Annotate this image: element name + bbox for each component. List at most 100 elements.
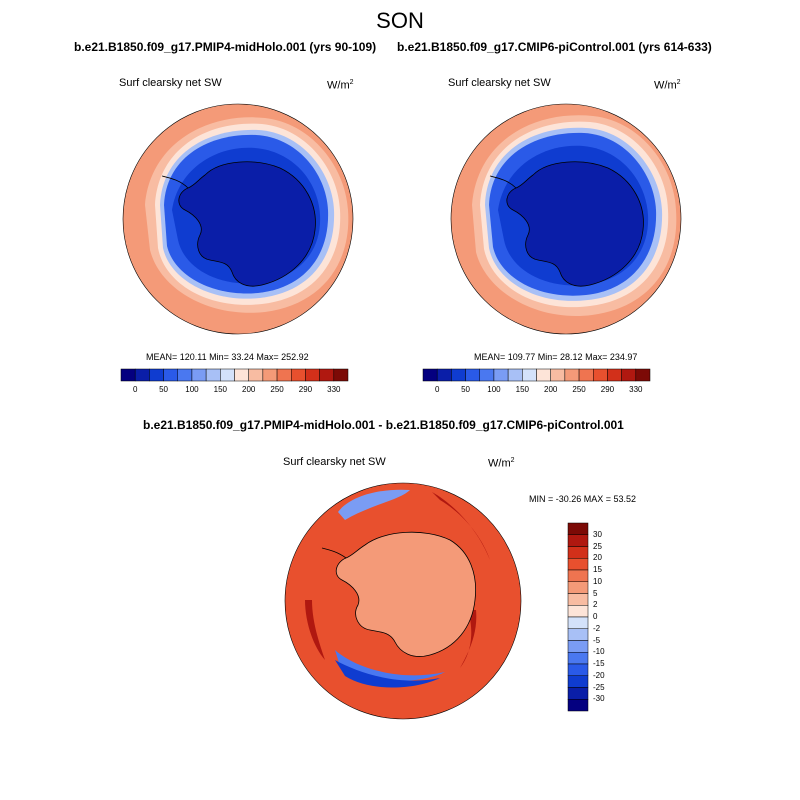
- diff-negative-north: [338, 489, 410, 520]
- diff-colorbar-swatch: [567, 581, 589, 594]
- panel-1-colorbar-tick-label: 290: [298, 385, 313, 394]
- diff-colorbar-tick-label: 25: [593, 541, 602, 551]
- diff-colorbar: [567, 522, 589, 712]
- panel-2-colorbar-tick-label: 200: [544, 385, 558, 394]
- panel-2-colorbar-swatch: [635, 368, 651, 382]
- season-title: SON: [376, 8, 424, 33]
- diff-colorbar-tick-label: -2: [593, 623, 601, 633]
- diff-variable-label: Surf clearsky net SW: [283, 456, 386, 468]
- panel-2-colorbar-swatch: [493, 368, 509, 382]
- panel-1-colorbar-swatch: [276, 368, 292, 382]
- diff-colorbar-swatch: [567, 687, 589, 700]
- panel-1-colorbar-swatch: [191, 368, 207, 382]
- panel-2-colorbar-swatch: [451, 368, 466, 382]
- panel-1-stats: MEAN= 120.11 Min= 33.24 Max= 252.92: [146, 352, 309, 362]
- panel-2-units: W/m2: [654, 79, 681, 92]
- panel-1-colorbar-tick-label: 0: [132, 385, 138, 394]
- panel-2-colorbar-swatch: [621, 368, 637, 382]
- panel-1-colorbar: [120, 368, 349, 382]
- diff-colorbar-tick-label: 30: [593, 529, 602, 539]
- panel-1-colorbar-tick-label: 50: [159, 385, 169, 394]
- peninsula-coast: [161, 175, 189, 189]
- diff-colorbar-swatch: [567, 569, 589, 582]
- panel-2-colorbar-swatch: [607, 368, 622, 382]
- diff-title: b.e21.B1850.f09_g17.PMIP4-midHolo.001 - …: [143, 418, 624, 432]
- diff-colorbar-swatch: [567, 534, 589, 547]
- diff-colorbar-tick-label: -5: [593, 635, 601, 645]
- diff-colorbar-swatch: [567, 558, 589, 571]
- panel-1-colorbar-swatch: [262, 368, 278, 382]
- diff-colorbar-swatch: [567, 605, 589, 618]
- panel-2-variable-label: Surf clearsky net SW: [448, 77, 551, 89]
- panel-1-colorbar-swatch: [177, 368, 193, 382]
- diff-positive-west: [305, 600, 325, 660]
- diff-negative-south-core: [335, 660, 440, 688]
- panel-2-colorbar-tick-label: 330: [629, 385, 643, 394]
- panel-2-run-title: b.e21.B1850.f09_g17.CMIP6-piControl.001 …: [397, 40, 712, 54]
- diff-peninsula-coast: [321, 547, 347, 559]
- panel-2-colorbar-swatch: [465, 368, 480, 382]
- diff-units: W/m2: [488, 457, 515, 470]
- panel-1-colorbar-swatch: [234, 368, 249, 382]
- panel-1-map: [123, 104, 353, 334]
- diff-colorbar-swatch: [567, 699, 589, 712]
- panel-2-colorbar-tick-label: 100: [487, 385, 501, 394]
- diff-colorbar-tick-label: 20: [593, 553, 602, 563]
- peninsula-coast: [489, 175, 517, 189]
- diff-colorbar-swatch: [567, 640, 589, 653]
- panel-1-colorbar-swatch: [248, 368, 264, 382]
- diff-map: [285, 483, 521, 719]
- diff-positive-southeast: [460, 610, 477, 668]
- panel-2-colorbar-tick-label: 50: [461, 385, 471, 394]
- panel-2-colorbar-swatch: [536, 368, 551, 382]
- panel-2-colorbar-tick-label: 250: [572, 385, 586, 394]
- panel-2-map: [451, 104, 681, 334]
- panel-1-colorbar-swatch: [220, 368, 235, 382]
- diff-colorbar-swatch: [567, 628, 589, 641]
- diff-colorbar-tick-label: -20: [593, 670, 605, 680]
- panel-2-colorbar-swatch: [422, 368, 438, 382]
- panel-1-colorbar-swatch: [149, 368, 164, 382]
- panel-1-colorbar-swatch: [163, 368, 178, 382]
- panel-2-colorbar-swatch: [578, 368, 594, 382]
- antarctica-landmass: [178, 161, 316, 287]
- diff-colorbar-tick-label: -30: [593, 694, 605, 704]
- diff-antarctica-landmass: [335, 531, 476, 657]
- diff-colorbar-swatch: [567, 546, 589, 559]
- panel-2-colorbar: [422, 368, 651, 382]
- panel-1-map-border: [122, 103, 354, 335]
- diff-colorbar-swatch: [567, 675, 589, 688]
- diff-colorbar-swatch: [567, 522, 589, 535]
- panel-1-colorbar-swatch: [205, 368, 221, 382]
- panel-1-colorbar-swatch: [333, 368, 349, 382]
- diff-colorbar-tick-label: -15: [593, 659, 605, 668]
- panel-1-colorbar-swatch: [305, 368, 320, 382]
- diff-stats: MIN = -30.26 MAX = 53.52: [529, 494, 637, 504]
- panel-2-map-border: [450, 103, 682, 335]
- diff-colorbar-tick-label: 15: [593, 565, 602, 574]
- diff-colorbar-tick-label: 10: [593, 576, 602, 586]
- panel-1-variable-label: Surf clearsky net SW: [119, 77, 222, 89]
- antarctica-landmass: [506, 161, 644, 287]
- diff-colorbar-swatch: [567, 593, 589, 606]
- panel-2-colorbar-swatch: [436, 368, 452, 382]
- panel-2-colorbar-swatch: [564, 368, 580, 382]
- panel-2-colorbar-swatch: [507, 368, 523, 382]
- diff-colorbar-swatch: [567, 616, 589, 629]
- panel-2-stats: MEAN= 109.77 Min= 28.12 Max= 234.97: [474, 352, 638, 362]
- panel-2-colorbar-swatch: [522, 368, 537, 382]
- panel-1-units: W/m2: [327, 79, 354, 92]
- panel-1-colorbar-swatch: [319, 368, 335, 382]
- panel-1-colorbar-swatch: [291, 368, 306, 382]
- panel-2-colorbar-swatch: [550, 368, 566, 382]
- diff-colorbar-swatch: [567, 652, 589, 665]
- panel-1-colorbar-swatch: [120, 368, 136, 382]
- diff-colorbar-tick-label: 2: [593, 600, 598, 610]
- diff-colorbar-tick-label: 0: [593, 612, 598, 621]
- panel-1-colorbar-tick-label: 100: [185, 385, 199, 394]
- panel-1-colorbar-tick-label: 150: [213, 385, 227, 394]
- panel-1-run-title: b.e21.B1850.f09_g17.PMIP4-midHolo.001 (y…: [74, 40, 377, 54]
- diff-map-border: [284, 482, 522, 720]
- panel-2-colorbar-tick-label: 0: [434, 385, 440, 394]
